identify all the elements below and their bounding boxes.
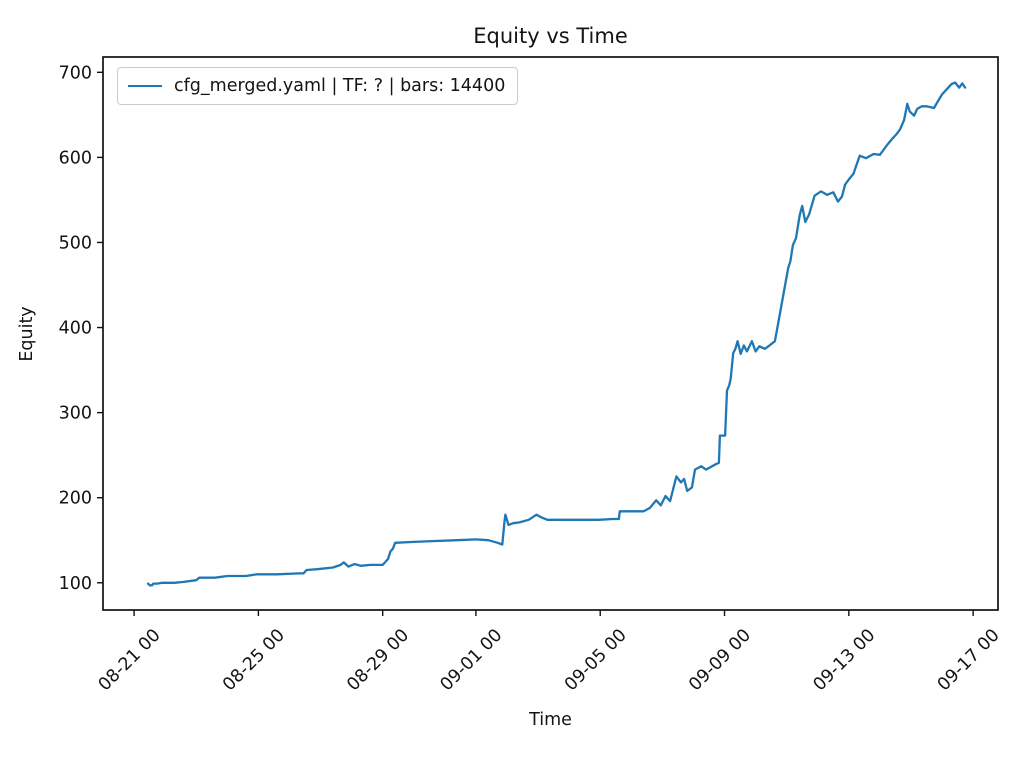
y-tick-label: 500 [59, 233, 92, 253]
x-tick-label: 09-09 00 [685, 625, 755, 695]
equity-series-line [146, 81, 967, 587]
x-tick-label: 08-25 00 [219, 625, 289, 695]
y-tick-label: 600 [59, 148, 92, 168]
y-axis-label: Equity [17, 306, 37, 362]
y-tick-label: 300 [59, 404, 92, 424]
legend-entry-label: cfg_merged.yaml | TF: ? | bars: 14400 [174, 76, 506, 96]
x-tick-label: 09-13 00 [810, 625, 880, 695]
y-tick-label: 700 [59, 63, 92, 83]
legend-line-sample-icon [128, 85, 162, 87]
chart-title: Equity vs Time [473, 24, 628, 48]
y-tick-label: 200 [59, 489, 92, 509]
x-tick-label: 08-21 00 [95, 625, 165, 695]
x-tick-label: 08-29 00 [343, 625, 413, 695]
x-tick-label: 09-17 00 [934, 625, 1004, 695]
x-axis-label: Time [529, 710, 572, 730]
y-tick-label: 400 [59, 319, 92, 339]
x-tick-label: 09-05 00 [561, 625, 631, 695]
axes-frame [102, 56, 999, 611]
legend: cfg_merged.yaml | TF: ? | bars: 14400 [117, 67, 519, 105]
x-tick-label: 09-01 00 [437, 625, 507, 695]
y-tick-label: 100 [59, 574, 92, 594]
